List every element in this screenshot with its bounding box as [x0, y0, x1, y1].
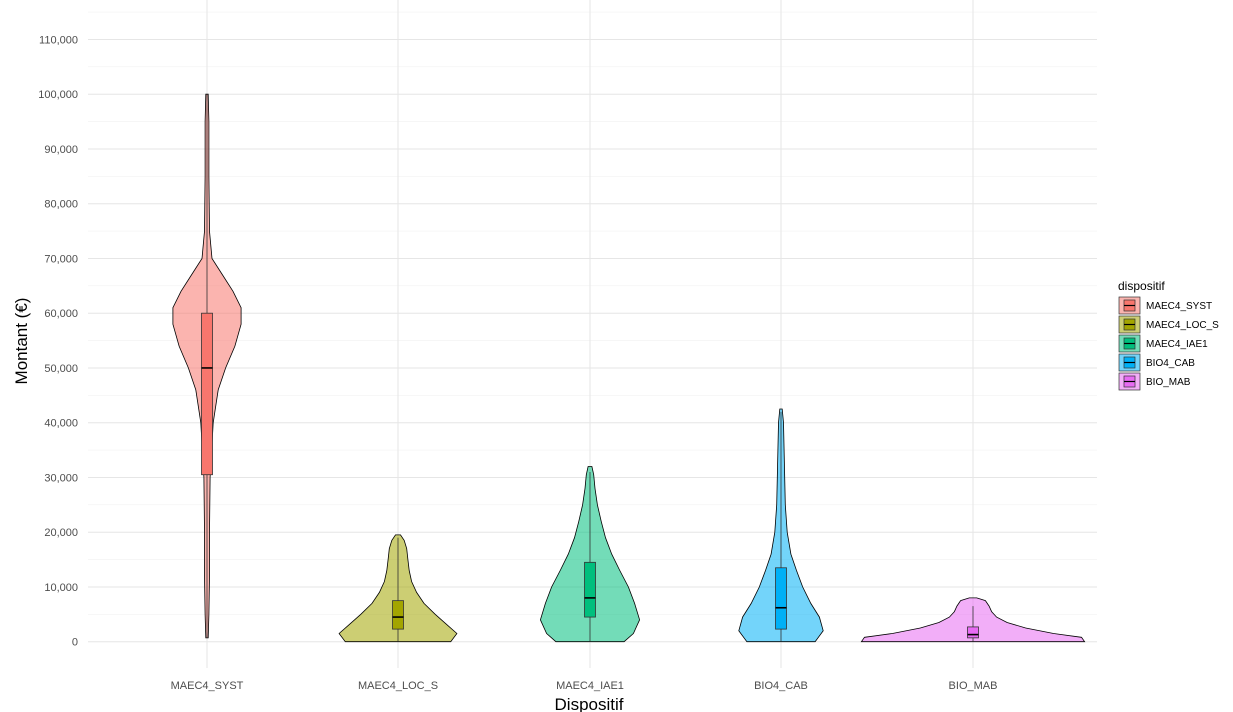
x-tick-label: MAEC4_LOC_S	[358, 680, 438, 692]
y-tick-label: 0	[72, 637, 78, 649]
violins	[172, 93, 1086, 643]
box	[392, 600, 404, 630]
x-tick-label: MAEC4_SYST	[171, 680, 244, 692]
violin-group	[172, 93, 242, 639]
y-axis-title: Montant (€)	[12, 298, 31, 385]
x-tick-label: BIO4_CAB	[754, 680, 808, 692]
legend-item: MAEC4_LOC_S	[1118, 315, 1219, 334]
x-axis-title: Dispositif	[555, 695, 624, 712]
box	[967, 626, 979, 639]
y-tick-label: 80,000	[44, 199, 78, 211]
violin-group	[860, 597, 1086, 643]
legend-label: MAEC4_LOC_S	[1146, 320, 1219, 331]
y-tick-label: 90,000	[44, 144, 78, 156]
legend-item: BIO4_CAB	[1118, 353, 1195, 372]
y-tick-label: 110,000	[39, 34, 78, 46]
y-tick-label: 100,000	[38, 89, 78, 101]
legend-label: BIO_MAB	[1146, 377, 1191, 388]
legend-item: BIO_MAB	[1118, 372, 1191, 391]
legend-title: dispositif	[1118, 279, 1165, 293]
x-axis-ticks: MAEC4_SYST MAEC4_LOC_S MAEC4_IAE1 BIO4_CAB B…	[171, 680, 998, 692]
y-tick-label: 40,000	[44, 418, 78, 430]
x-tick-label: BIO_MAB	[949, 680, 998, 692]
legend-label: MAEC4_SYST	[1146, 301, 1212, 312]
legend: dispositif MAEC4_SYST MAEC4_LOC_S MAEC4_IA…	[1118, 279, 1219, 391]
y-tick-label: 30,000	[44, 472, 78, 484]
legend-item: MAEC4_IAE1	[1118, 334, 1208, 353]
legend-label: MAEC4_IAE1	[1146, 339, 1208, 350]
box	[775, 567, 787, 630]
y-tick-label: 20,000	[44, 527, 78, 539]
box	[584, 561, 596, 618]
x-tick-label: MAEC4_IAE1	[556, 680, 624, 692]
legend-item: MAEC4_SYST	[1118, 296, 1212, 315]
legend-label: BIO4_CAB	[1146, 358, 1195, 369]
y-tick-label: 60,000	[44, 308, 78, 320]
violin-group	[539, 466, 641, 643]
y-tick-label: 50,000	[44, 363, 78, 375]
violin-group	[338, 534, 458, 643]
y-tick-label: 70,000	[44, 253, 78, 265]
y-axis-ticks: 0 10,000 20,000 30,000 40,000 50,000 60,000 70,…	[38, 34, 78, 648]
box	[201, 312, 213, 476]
y-tick-label: 10,000	[44, 582, 78, 594]
violin-group	[738, 408, 824, 643]
